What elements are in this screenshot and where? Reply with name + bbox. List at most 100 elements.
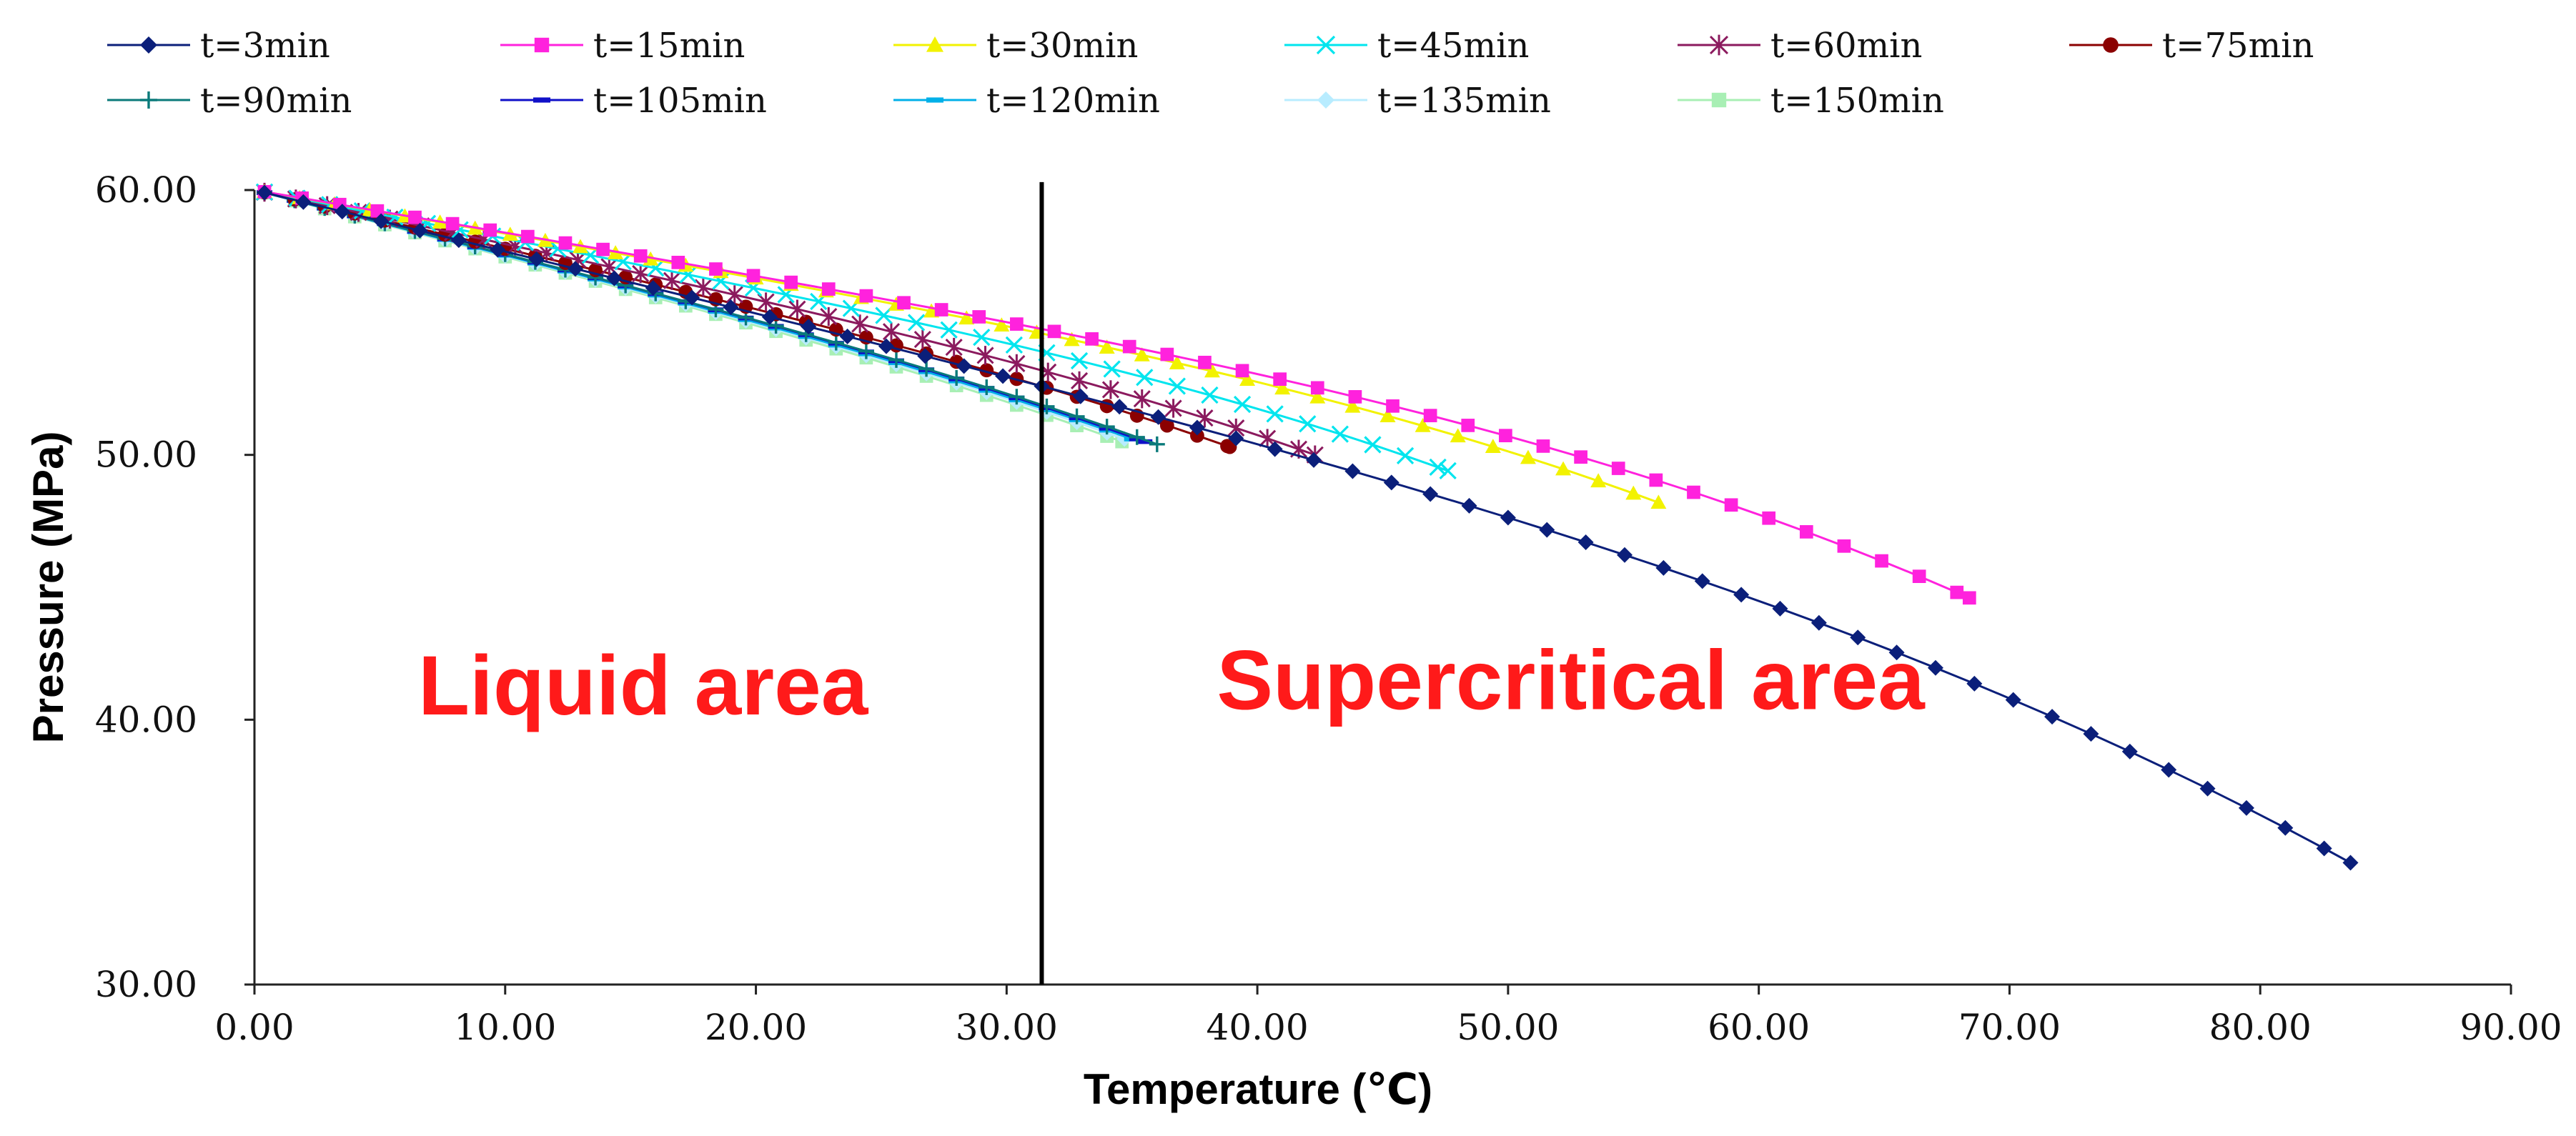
data-point — [709, 262, 723, 276]
series-t-3min — [257, 184, 2359, 871]
legend-item: t=30min — [893, 26, 1138, 66]
x-tick-label: 80.00 — [2209, 1007, 2312, 1048]
data-point — [558, 236, 573, 250]
data-point — [2342, 855, 2359, 871]
y-tick-label: 60.00 — [95, 169, 197, 211]
data-point — [1310, 381, 1324, 395]
data-point — [918, 361, 935, 377]
data-point — [1423, 409, 1437, 422]
data-point — [1169, 355, 1185, 369]
data-point — [979, 379, 995, 396]
legend-marker — [140, 36, 157, 54]
data-point — [1149, 436, 1165, 452]
legend-label: t=45min — [1377, 26, 1529, 66]
data-point — [1133, 389, 1151, 409]
data-point — [851, 314, 869, 334]
data-point — [567, 261, 583, 277]
legend-label: t=150min — [1770, 81, 1944, 121]
data-point — [2316, 840, 2332, 857]
data-point — [1574, 450, 1587, 464]
x-tick-label: 50.00 — [1457, 1007, 1559, 1048]
data-point — [1539, 522, 1555, 538]
legend-marker — [140, 91, 157, 109]
legend-marker — [926, 36, 943, 52]
data-point — [528, 251, 545, 267]
data-point — [1099, 339, 1115, 354]
data-point — [1274, 380, 1291, 395]
data-point — [1010, 317, 1024, 331]
data-point — [1201, 386, 1219, 404]
x-tick-label: 40.00 — [1207, 1007, 1309, 1048]
data-point — [1136, 369, 1154, 387]
data-point — [1450, 428, 1466, 443]
data-point — [723, 299, 739, 316]
data-point — [2238, 799, 2254, 816]
data-point — [839, 328, 856, 344]
data-point — [1159, 418, 1174, 433]
data-point — [1500, 509, 1516, 526]
data-point — [821, 282, 836, 296]
data-point — [995, 368, 1011, 384]
data-point — [1650, 494, 1667, 509]
data-point — [1235, 364, 1249, 378]
legend-marker — [2103, 37, 2119, 53]
data-point — [1072, 388, 1089, 404]
data-point — [945, 337, 963, 357]
series-line — [264, 191, 1449, 472]
data-point — [1331, 425, 1349, 443]
legend-item: t=45min — [1284, 26, 1529, 66]
legend-label: t=3min — [200, 26, 330, 66]
data-point — [940, 321, 958, 339]
data-point — [596, 242, 610, 256]
legend-label: t=135min — [1377, 81, 1551, 121]
x-tick-label: 70.00 — [1958, 1007, 2061, 1048]
series-line — [264, 191, 1133, 440]
series-t-45min — [255, 183, 1457, 480]
data-point — [1070, 352, 1089, 370]
legend-item: t=135min — [1284, 81, 1551, 121]
y-tick-label: 30.00 — [95, 964, 197, 1005]
data-point — [1344, 398, 1361, 413]
data-point — [1772, 600, 1788, 617]
legend-item: t=15min — [500, 26, 745, 66]
data-point — [1762, 511, 1776, 525]
legend-item: t=90min — [107, 81, 352, 121]
data-point — [1164, 399, 1182, 418]
data-point — [1198, 355, 1212, 369]
x-axis-title: Temperature (℃) — [1084, 1065, 1432, 1113]
data-point — [1555, 461, 1572, 476]
data-point — [1520, 449, 1536, 464]
x-tick-label: 90.00 — [2459, 1007, 2562, 1048]
data-point — [1611, 462, 1625, 475]
data-point — [1005, 336, 1023, 354]
data-point — [1047, 324, 1061, 339]
data-point — [1273, 372, 1287, 387]
data-point — [948, 370, 965, 387]
data-point — [408, 210, 422, 224]
data-point — [412, 222, 428, 239]
y-tick-label: 50.00 — [95, 434, 197, 476]
data-point — [1204, 363, 1220, 378]
data-point — [1888, 644, 1905, 661]
data-point — [788, 299, 806, 319]
legend-label: t=75min — [2162, 26, 2314, 66]
data-point — [1810, 614, 1827, 631]
x-tick-label: 60.00 — [1708, 1007, 1810, 1048]
data-point — [1008, 354, 1026, 374]
data-point — [1134, 347, 1150, 362]
data-point — [1590, 473, 1607, 488]
data-point — [1875, 554, 1888, 568]
data-point — [1694, 573, 1710, 589]
data-point — [1122, 339, 1136, 354]
y-tick-label: 40.00 — [95, 699, 197, 740]
data-point — [1344, 463, 1361, 479]
data-point — [917, 348, 933, 364]
data-point — [1379, 408, 1396, 422]
legend-label: t=30min — [986, 26, 1138, 66]
data-point — [1850, 629, 1866, 646]
data-point — [1233, 395, 1252, 414]
data-point — [784, 275, 798, 289]
data-point — [1168, 377, 1186, 395]
legend-item: t=105min — [500, 81, 767, 121]
